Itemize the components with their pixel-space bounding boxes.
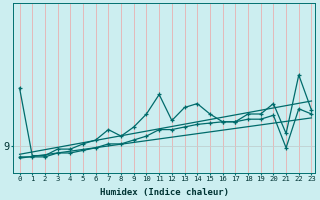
X-axis label: Humidex (Indice chaleur): Humidex (Indice chaleur) [100,188,229,197]
